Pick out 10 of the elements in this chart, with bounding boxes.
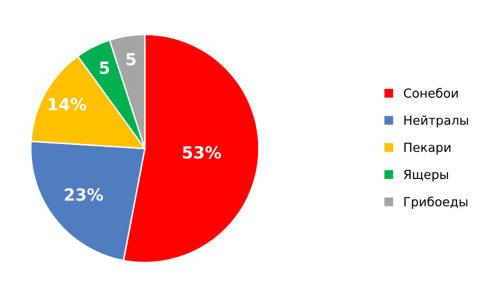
data-label: 5 <box>126 53 136 66</box>
data-label: 5 <box>100 62 110 74</box>
data-label: 23% <box>64 188 103 201</box>
data-label: 14% <box>48 98 86 110</box>
legend-label: Нейтралы <box>404 115 468 128</box>
legend-label: Грибоеды <box>404 196 468 209</box>
legend-label: Ящеры <box>404 170 448 182</box>
legend-label: Пекари <box>404 142 450 154</box>
data-label: 53% <box>182 146 222 159</box>
legend-label: Сонебои <box>404 88 458 98</box>
